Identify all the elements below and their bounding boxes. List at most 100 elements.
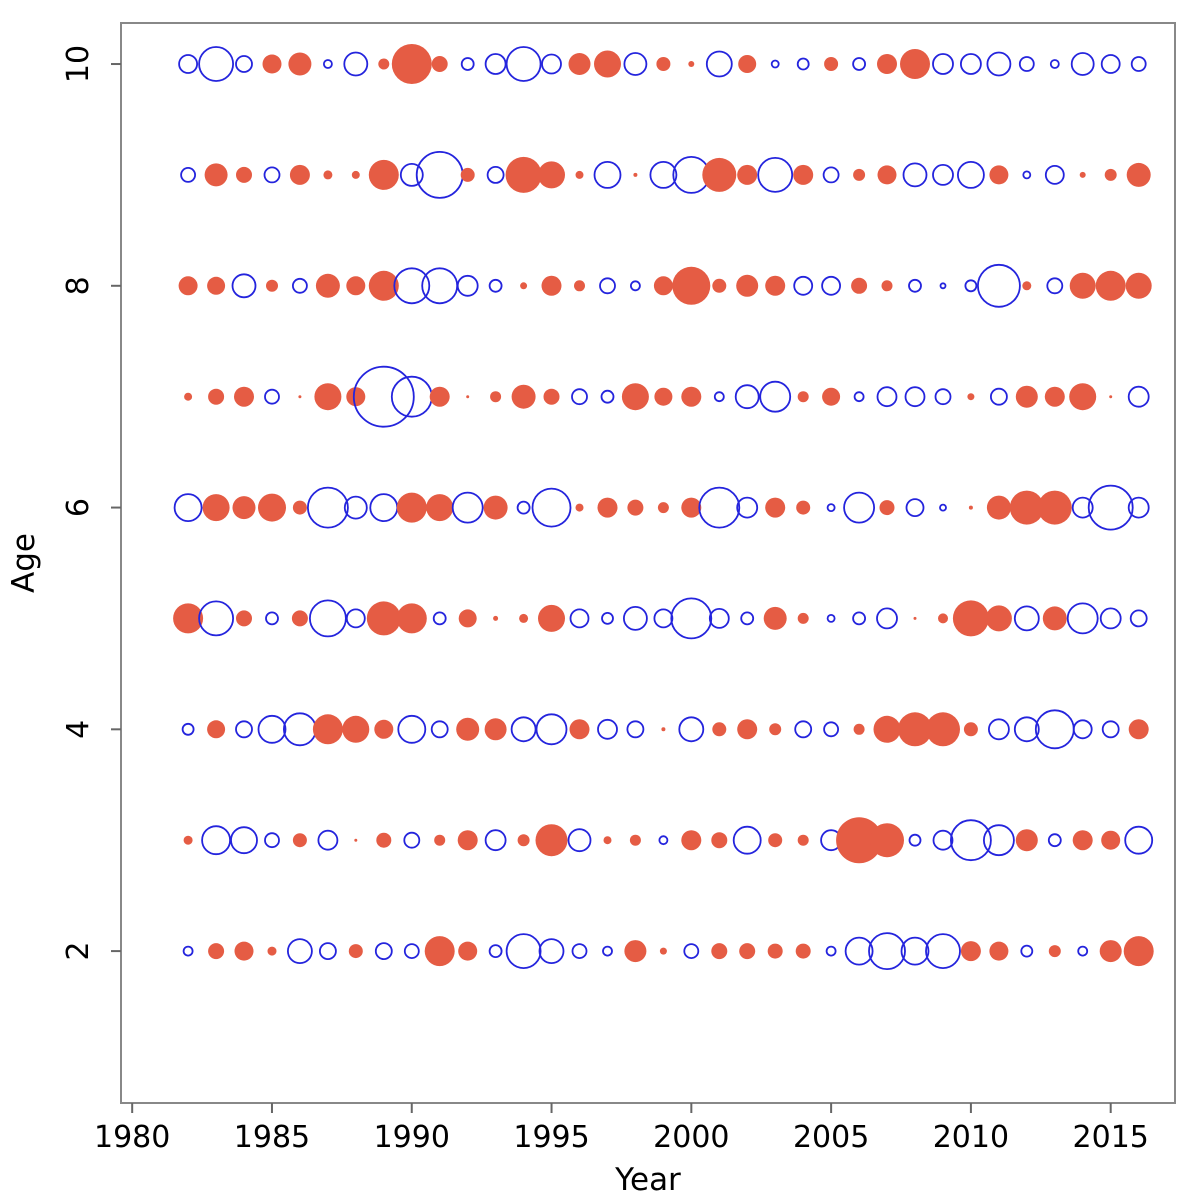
negative-bubble — [571, 943, 588, 959]
positive-bubble — [952, 600, 989, 637]
x-tick-label: 2005 — [793, 1120, 869, 1155]
negative-bubble — [960, 53, 982, 75]
negative-bubble — [308, 599, 347, 638]
positive-bubble — [493, 615, 499, 621]
negative-bubble — [950, 819, 992, 862]
negative-bubble — [421, 267, 459, 305]
positive-bubble — [292, 500, 307, 515]
positive-bubble — [654, 387, 673, 406]
positive-bubble — [378, 58, 390, 70]
axis-layer: 1980 1985 1990 1995 2000 2005 2010 2015 2 4 6 8 10 — [61, 45, 1149, 1155]
negative-bubble — [1034, 709, 1075, 750]
negative-bubble — [505, 46, 542, 82]
negative-bubble — [678, 716, 705, 743]
negative-bubble — [593, 160, 622, 189]
positive-bubble — [466, 395, 470, 399]
positive-bubble — [926, 712, 960, 747]
positive-bubble — [458, 941, 478, 961]
positive-bubble — [298, 395, 302, 399]
negative-bubble — [257, 714, 287, 744]
negative-bubble — [986, 51, 1012, 77]
positive-bubble — [797, 834, 809, 846]
negative-bubble — [403, 943, 420, 959]
negative-bubble — [1018, 56, 1035, 72]
negative-bubble — [1022, 170, 1032, 180]
negative-bubble — [1099, 607, 1122, 630]
negative-bubble — [460, 57, 475, 71]
positive-bubble — [204, 163, 228, 187]
negative-bubble — [235, 55, 253, 73]
positive-bubble — [1044, 386, 1065, 407]
positive-bubble — [768, 833, 783, 848]
negative-bubble — [181, 722, 195, 736]
positive-bubble — [431, 56, 448, 72]
negative-bubble — [757, 156, 794, 193]
positive-bubble — [314, 383, 342, 411]
negative-bubble — [397, 714, 427, 744]
positive-bubble — [681, 830, 702, 851]
positive-bubble — [1069, 383, 1097, 411]
positive-bubble — [960, 941, 981, 962]
negative-bubble — [510, 716, 537, 743]
positive-bubble — [258, 493, 286, 522]
x-tick-label: 1985 — [234, 1120, 310, 1155]
negative-bubble — [826, 614, 836, 623]
positive-bubble — [575, 170, 584, 179]
x-tick-label: 1980 — [94, 1120, 170, 1155]
positive-bubble — [183, 835, 193, 845]
positive-bubble — [765, 497, 786, 518]
positive-bubble — [312, 714, 343, 745]
positive-bubble — [796, 500, 811, 515]
negative-bubble — [343, 495, 368, 520]
positive-bubble — [202, 494, 230, 522]
positive-bubble — [881, 280, 893, 292]
negative-bubble — [541, 53, 562, 75]
negative-bubble — [908, 833, 922, 847]
positive-bubble — [624, 940, 647, 963]
y-axis-title: Age — [6, 533, 42, 593]
negative-bubble — [908, 278, 922, 293]
positive-bubble — [1009, 490, 1044, 525]
negative-bubble — [286, 938, 313, 964]
negative-bubble — [201, 825, 232, 856]
negative-bubble — [282, 712, 317, 747]
positive-bubble — [184, 392, 193, 401]
positive-bubble — [597, 497, 618, 518]
negative-bubble — [623, 52, 648, 76]
negative-bubble — [390, 375, 433, 418]
negative-bubble — [852, 57, 866, 71]
positive-bubble — [737, 164, 758, 185]
positive-bubble — [543, 388, 560, 405]
negative-bubble — [317, 829, 339, 851]
x-tick-label: 2010 — [933, 1120, 1009, 1155]
negative-bubble — [1100, 54, 1121, 74]
positive-bubble — [376, 832, 392, 848]
positive-bubble — [769, 723, 782, 736]
positive-bubble — [711, 943, 728, 960]
positive-bubble — [739, 943, 756, 960]
positive-bubble — [173, 603, 204, 634]
positive-bubble — [1048, 945, 1061, 958]
negative-bubble — [486, 165, 505, 184]
negative-bubble — [571, 388, 588, 406]
negative-bubble — [600, 389, 615, 404]
positive-bubble — [873, 715, 901, 743]
negative-bubble — [843, 491, 875, 524]
positive-bubble — [267, 946, 277, 956]
positive-bubble — [346, 387, 366, 407]
positive-bubble — [1069, 272, 1096, 299]
positive-bubble — [207, 276, 226, 295]
x-tick-label: 2000 — [653, 1120, 729, 1155]
positive-bubble — [913, 616, 917, 620]
negative-bubble — [264, 388, 280, 405]
positive-bubble — [900, 49, 930, 79]
negative-bubble — [393, 267, 431, 305]
positive-bubble — [232, 496, 256, 520]
negative-bubble — [988, 718, 1010, 741]
positive-bubble — [989, 165, 1009, 185]
negative-bubble — [569, 608, 590, 629]
negative-bubble — [934, 388, 952, 406]
positive-bubble — [505, 156, 542, 193]
plot-frame — [120, 22, 1176, 1104]
positive-bubble — [535, 824, 568, 857]
